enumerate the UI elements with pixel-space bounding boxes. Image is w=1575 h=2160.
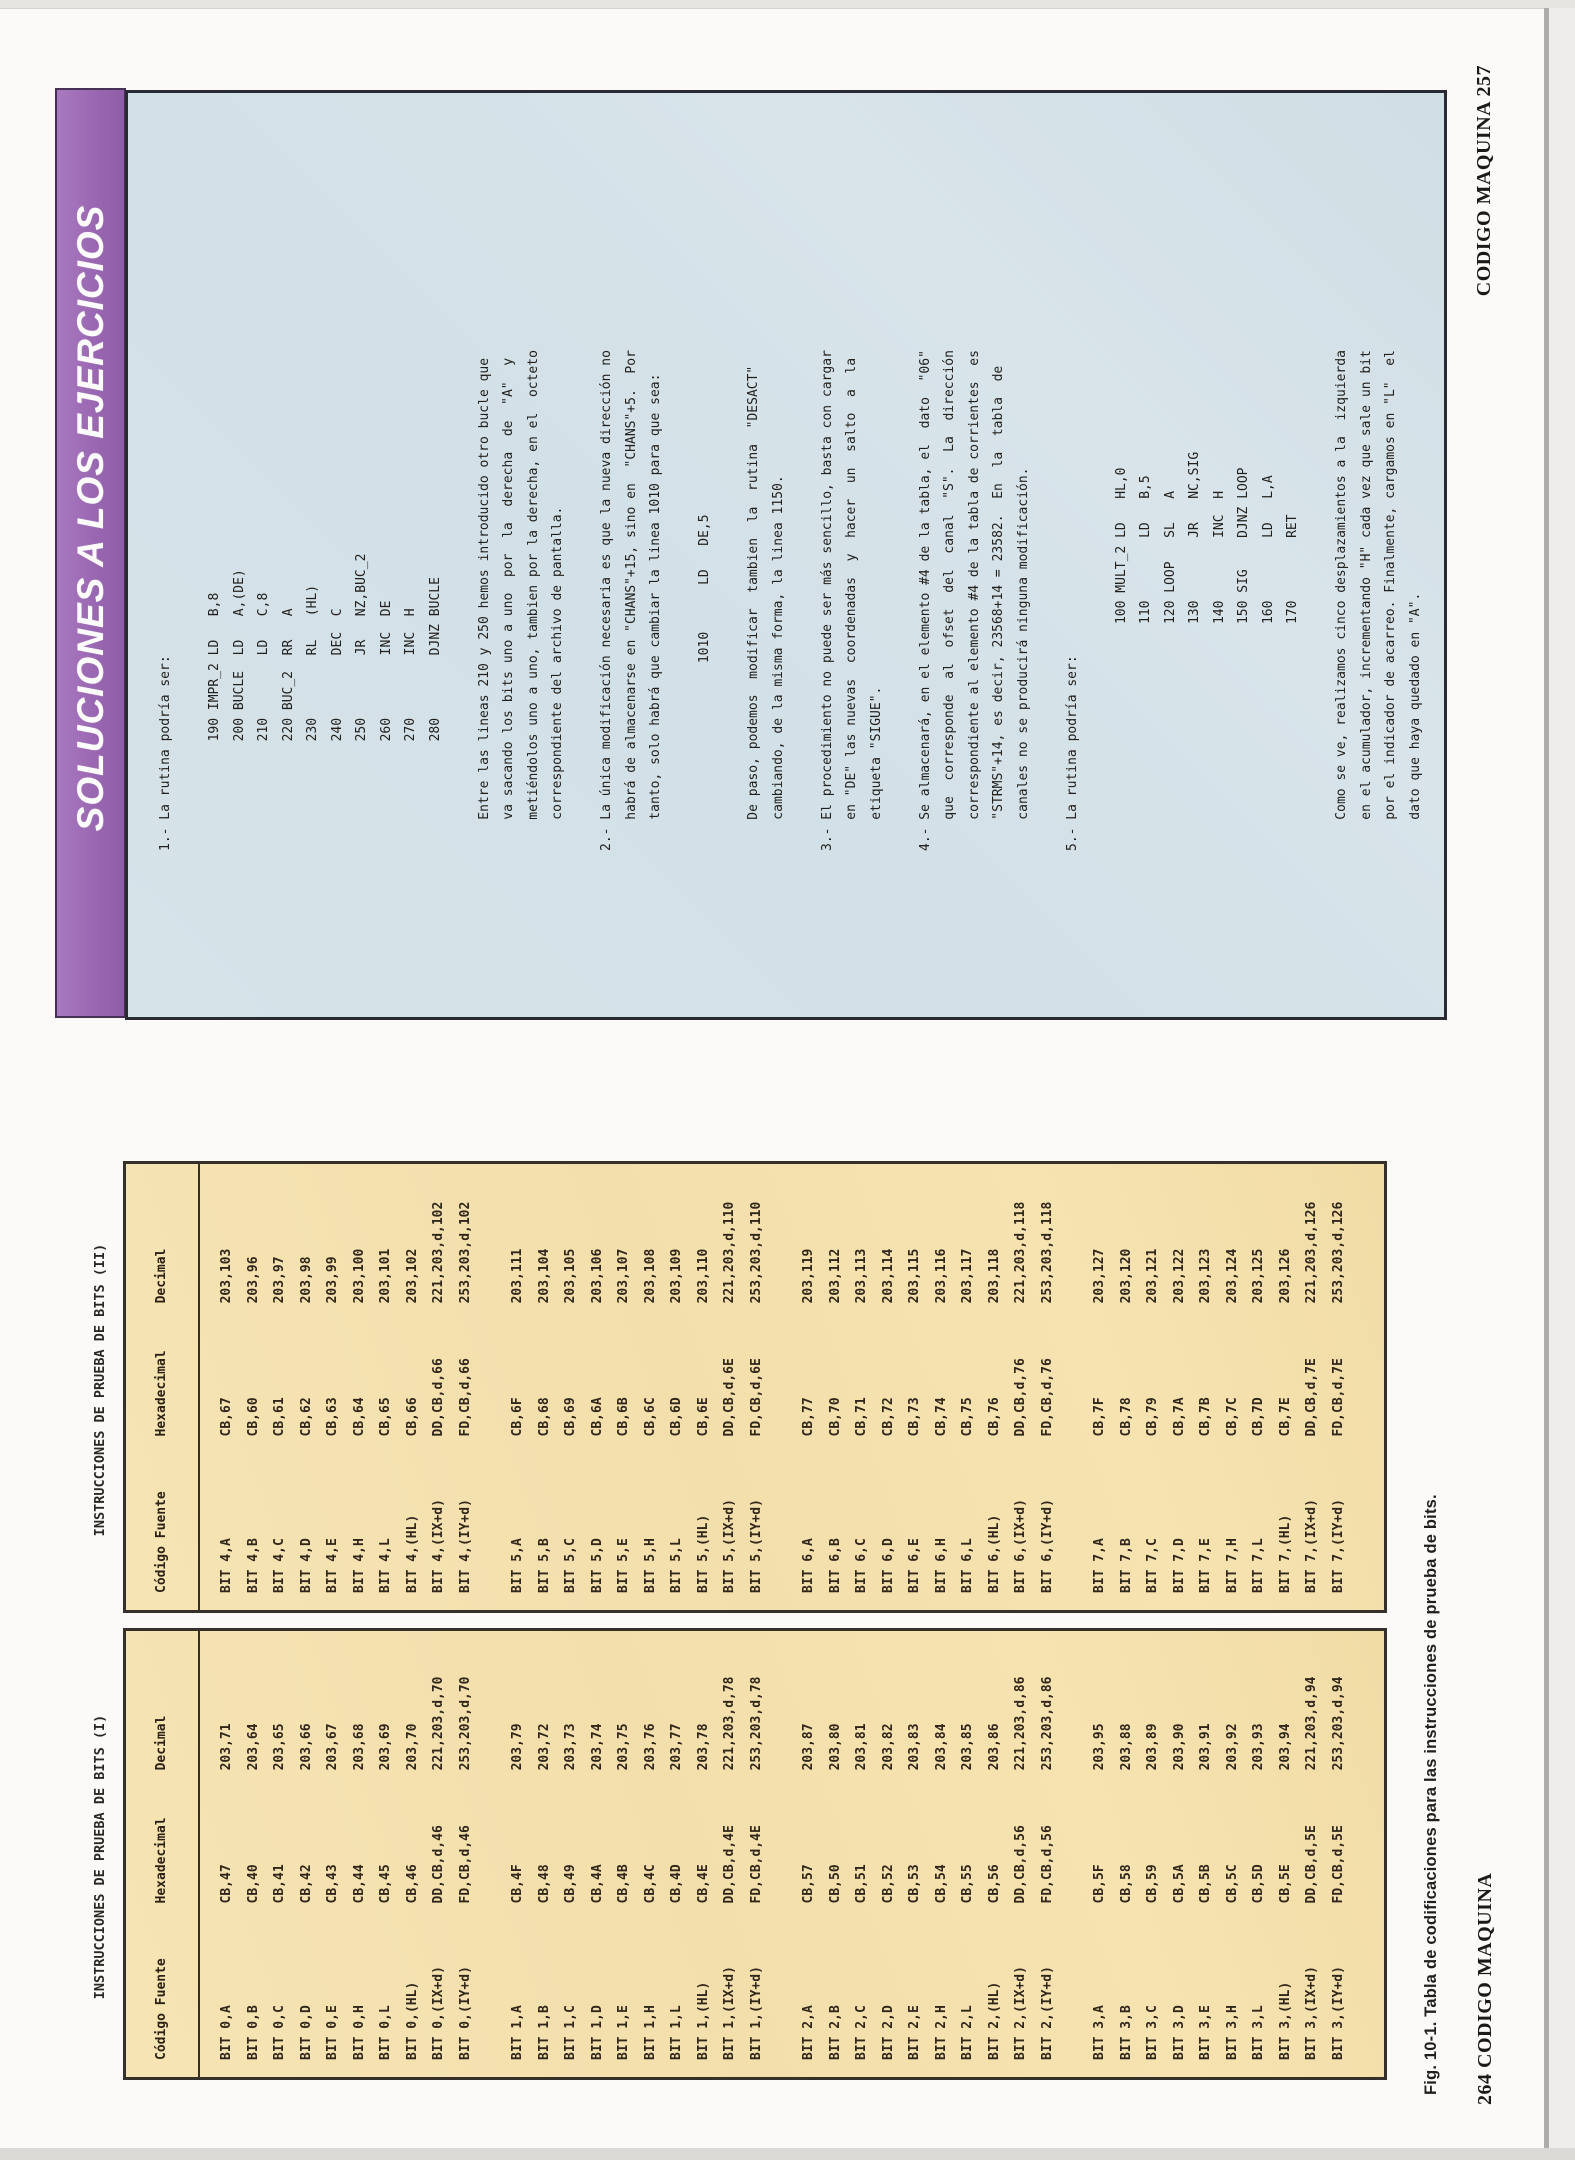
bit-instruction-group: BIT 5,A CB,6F 203,111 BIT 5,B CB,68 203,… — [510, 1201, 764, 1593]
table-1-rows: BIT 0,A CB,47 203,71 BIT 0,B CB,40 203,6… — [200, 1631, 1352, 2077]
bit-instruction-group: BIT 2,A CB,57 203,87 BIT 2,B CB,50 203,8… — [801, 1676, 1055, 2060]
scan-bottom-edge — [0, 2148, 1575, 2160]
table-2-label: INSTRUCCIONES DE PRUEBA DE BITS (II) — [92, 1243, 108, 1537]
scan-right-page-edge — [1544, 8, 1549, 2150]
bit-instruction-group: BIT 4,A CB,67 203,103 BIT 4,B CB,60 203,… — [219, 1201, 473, 1593]
bit-instruction-group: BIT 0,A CB,47 203,71 BIT 0,B CB,40 203,6… — [219, 1676, 473, 2060]
bit-instruction-group: BIT 1,A CB,4F 203,79 BIT 1,B CB,48 203,7… — [510, 1676, 764, 2060]
table-2-rows: BIT 4,A CB,67 203,103 BIT 4,B CB,60 203,… — [200, 1164, 1352, 1610]
solutions-banner-title: SOLUCIONES A LOS EJERCICIOS — [69, 204, 111, 832]
table-1-box: Código Fuente Hexadecimal Decimal BIT 0,… — [123, 1628, 1387, 2080]
table-2-box: Código Fuente Hexadecimal Decimal BIT 4,… — [123, 1161, 1387, 1613]
bit-instruction-group: BIT 6,A CB,77 203,119 BIT 6,B CB,70 203,… — [801, 1201, 1055, 1593]
table-1-column-headers: Código Fuente Hexadecimal Decimal — [126, 1631, 200, 2077]
scan-right-margin — [1549, 8, 1575, 2150]
scan-top-edge — [0, 0, 1575, 9]
solutions-banner: SOLUCIONES A LOS EJERCICIOS — [55, 88, 126, 1018]
table-1-label: INSTRUCCIONES DE PRUEBA DE BITS (I) — [92, 1714, 108, 2000]
figure-caption: Fig. 10-1. Tabla de codificaciones para … — [1422, 1494, 1440, 2095]
page-257-footer: CODIGO MAQUINA 257 — [1473, 65, 1495, 297]
page-264-footer: 264 CODIGO MAQUINA — [1474, 1872, 1496, 2105]
tables-page: INSTRUCCIONES DE PRUEBA DE BITS (I) INST… — [90, 1145, 1555, 2135]
table-2-column-headers: Código Fuente Hexadecimal Decimal — [126, 1164, 200, 1610]
solutions-panel: 1.- La rutina podría ser: 190 IMPR_2 LD … — [125, 90, 1447, 1020]
solutions-page: SOLUCIONES A LOS EJERCICIOS 1.- La rutin… — [55, 30, 1515, 1020]
bit-instruction-group: BIT 3,A CB,5F 203,95 BIT 3,B CB,58 203,8… — [1092, 1676, 1346, 2060]
solutions-body-text: 1.- La rutina podría ser: 190 IMPR_2 LD … — [158, 350, 1423, 851]
bit-instruction-group: BIT 7,A CB,7F 203,127 BIT 7,B CB,78 203,… — [1092, 1201, 1346, 1593]
